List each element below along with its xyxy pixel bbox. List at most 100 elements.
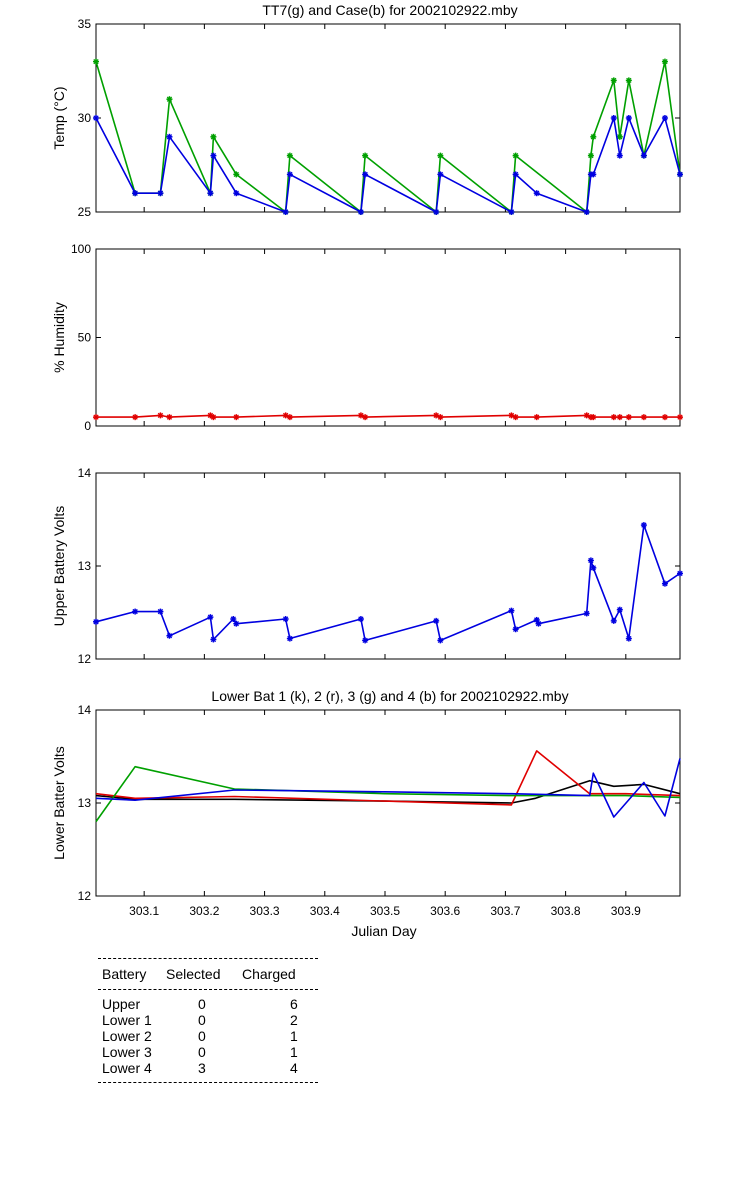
marker-stroke	[157, 412, 164, 419]
cell-charged: 6	[290, 996, 298, 1012]
cell-selected: 0	[198, 1044, 206, 1060]
marker-stroke	[287, 635, 293, 642]
data-point	[610, 617, 617, 624]
data-point	[132, 190, 139, 197]
data-point	[286, 635, 293, 642]
data-point	[437, 152, 444, 159]
marker-stroke	[287, 152, 293, 159]
data-point	[207, 614, 214, 621]
marker-stroke	[166, 633, 173, 639]
data-point	[282, 616, 289, 623]
marker-stroke	[617, 152, 623, 159]
marker-stroke	[626, 414, 632, 420]
marker-stroke	[210, 636, 217, 643]
marker-stroke	[617, 134, 623, 140]
data-point	[157, 190, 164, 197]
marker-stroke	[662, 115, 668, 121]
data-point	[512, 626, 519, 633]
table-row: Lower 1 0 2	[102, 1012, 318, 1028]
marker-stroke	[437, 152, 444, 159]
marker-stroke	[166, 134, 173, 140]
y-axis-label: Temp (°C)	[51, 86, 67, 149]
data-point	[437, 414, 444, 421]
data-point	[433, 617, 440, 624]
cell-battery: Lower 2	[102, 1028, 152, 1044]
marker-stroke	[210, 414, 217, 420]
data-point	[616, 133, 623, 140]
cell-selected: 3	[198, 1060, 206, 1076]
marker-stroke	[584, 412, 590, 419]
data-point	[433, 209, 440, 215]
data-point	[583, 610, 590, 617]
data-point	[166, 632, 173, 639]
marker-stroke	[287, 171, 293, 178]
marker-stroke	[677, 570, 683, 577]
data-point	[93, 618, 99, 625]
data-point	[616, 606, 623, 613]
data-point	[590, 171, 597, 178]
marker-stroke	[512, 626, 519, 632]
cell-selected: 0	[198, 1012, 206, 1028]
plot-frame	[95, 23, 681, 213]
data-point	[166, 133, 173, 140]
marker-stroke	[534, 414, 540, 420]
data-point	[233, 190, 240, 197]
marker-stroke	[677, 171, 683, 178]
cell-charged: 4	[290, 1060, 298, 1076]
y-tick-label: 12	[78, 652, 92, 666]
marker-stroke	[588, 557, 594, 564]
marker-stroke	[362, 152, 368, 159]
data-point	[512, 171, 519, 178]
cell-battery: Lower 1	[102, 1012, 152, 1028]
x-axis-label: Julian Day	[351, 923, 416, 939]
marker-stroke	[512, 152, 519, 159]
series-line-lower-4	[95, 758, 681, 818]
x-tick-label: 303.6	[430, 904, 460, 918]
charts-figure: 25 30 35 TT7(g) and Case(b) for 2002102922.…	[51, 2, 683, 939]
marker-stroke	[590, 565, 596, 571]
y-tick-label: 0	[84, 419, 91, 433]
marker-stroke	[207, 412, 214, 419]
data-point	[286, 171, 293, 178]
table-top-rule	[98, 958, 318, 959]
marker-stroke	[590, 134, 596, 140]
table-bottom-rule	[98, 1082, 318, 1083]
data-point	[661, 414, 668, 421]
data-point	[233, 171, 240, 178]
data-point	[677, 171, 683, 178]
marker-stroke	[233, 414, 239, 420]
y-tick-label: 14	[78, 703, 92, 717]
cell-battery: Upper	[102, 996, 141, 1012]
header-battery: Battery	[102, 966, 147, 982]
data-point	[362, 414, 369, 421]
x-tick-label: 303.3	[250, 904, 280, 918]
data-point	[93, 58, 99, 65]
data-point	[210, 152, 217, 159]
marker-stroke	[282, 209, 289, 215]
data-point	[93, 414, 99, 421]
data-point	[433, 412, 440, 419]
marker-stroke	[93, 58, 99, 65]
marker-stroke	[362, 637, 368, 644]
data-point	[640, 414, 647, 421]
data-point	[616, 152, 623, 159]
data-point	[590, 414, 597, 421]
x-tick-label: 303.2	[189, 904, 219, 918]
data-point	[508, 607, 515, 614]
y-tick-label: 14	[78, 466, 92, 480]
battery-table: Battery Selected Charged Upper 0 6 Lower…	[98, 958, 318, 1083]
data-point	[661, 58, 668, 65]
y-tick-label: 100	[71, 242, 91, 256]
marker-stroke	[512, 414, 519, 420]
data-point	[357, 616, 364, 623]
marker-stroke	[207, 190, 214, 196]
chart-title: TT7(g) and Case(b) for 2002102922.mby	[262, 2, 517, 18]
marker-stroke	[362, 414, 368, 420]
panel-temp: 25 30 35 TT7(g) and Case(b) for 2002102922.…	[51, 2, 683, 219]
y-tick-label: 30	[78, 111, 92, 125]
marker-stroke	[230, 616, 236, 622]
panel-humidity: 0 50 100 % Humidity	[51, 242, 683, 433]
marker-stroke	[641, 152, 647, 159]
marker-stroke	[437, 414, 444, 420]
series-line-lower-2	[95, 750, 681, 806]
